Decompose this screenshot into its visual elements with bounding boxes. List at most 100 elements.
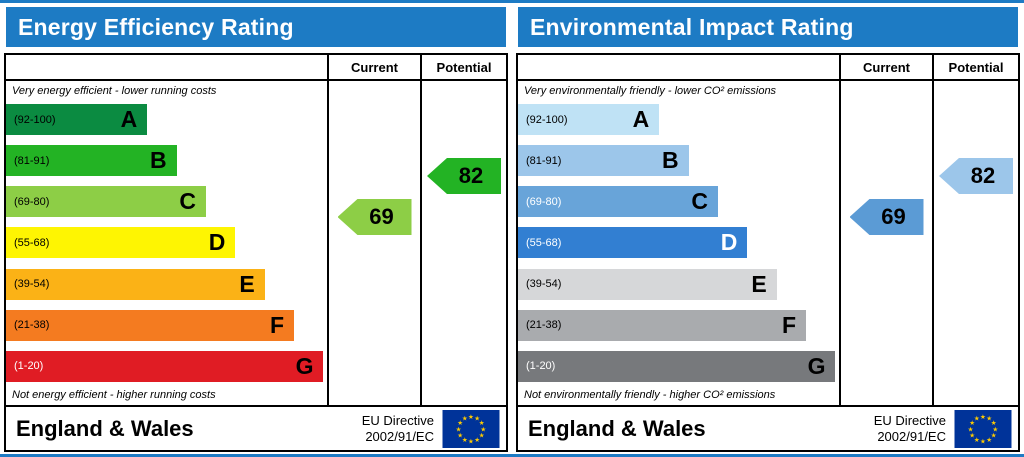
potential-rating-arrow: 82 xyxy=(939,158,1013,194)
svg-text:★: ★ xyxy=(991,431,997,439)
top-border-strip xyxy=(0,0,1024,3)
svg-text:★: ★ xyxy=(462,414,468,422)
band-letter: B xyxy=(661,147,679,174)
current-rating-arrow: 69 xyxy=(337,199,412,235)
svg-text:★: ★ xyxy=(480,425,486,433)
svg-text:★: ★ xyxy=(968,425,974,433)
band-range-label: (81-91) xyxy=(526,154,562,167)
band-range-label: (55-68) xyxy=(14,236,50,249)
svg-text:★: ★ xyxy=(456,425,462,433)
panel-title-bar: Energy Efficiency Rating xyxy=(6,7,506,47)
region-label: England & Wales xyxy=(16,415,194,441)
bands-area: Very environmentally friendly - lower CO… xyxy=(518,81,839,405)
band-row-d: (55-68) D xyxy=(6,227,236,259)
chart-body: Very environmentally friendly - lower CO… xyxy=(518,81,1018,405)
svg-text:★: ★ xyxy=(980,413,986,421)
eu-flag-icon: ★ ★★ ★★★ ★★★ ★★★ xyxy=(954,409,1012,448)
potential-column: 82 xyxy=(932,81,1018,405)
current-rating-arrow: 69 xyxy=(849,199,924,235)
eu-directive-label: EU Directive 2002/91/EC xyxy=(874,413,946,444)
band-letter: E xyxy=(239,270,255,297)
top-note: Very environmentally friendly - lower CO… xyxy=(524,85,777,97)
svg-text:★: ★ xyxy=(462,436,468,444)
top-note: Very energy efficient - lower running co… xyxy=(12,85,217,97)
bottom-border-strip xyxy=(0,454,1024,457)
band-range-label: (1-20) xyxy=(14,360,44,373)
current-column: 69 xyxy=(839,81,932,405)
band-letter: C xyxy=(691,188,708,215)
band-row-e: (39-54) E xyxy=(6,268,265,300)
rating-table: Current Potential Very environmentally f… xyxy=(516,53,1020,452)
potential-column-header: Potential xyxy=(932,55,1018,79)
current-column-header: Current xyxy=(839,55,932,79)
band-range-label: (69-80) xyxy=(14,195,50,208)
potential-rating-arrow: 82 xyxy=(427,158,501,194)
band-row-g: (1-20) G xyxy=(6,350,324,382)
band-letter: G xyxy=(807,352,826,379)
svg-text:★: ★ xyxy=(991,419,997,427)
footer: England & Wales EU Directive 2002/91/EC … xyxy=(518,405,1018,450)
band-row-a: (92-100) A xyxy=(518,104,660,136)
svg-text:★: ★ xyxy=(457,419,463,427)
band-row-b: (81-91) B xyxy=(6,145,177,177)
current-column-header: Current xyxy=(327,55,420,79)
band-row-c: (69-80) C xyxy=(6,186,206,218)
eu-directive-line1: EU Directive xyxy=(873,412,946,428)
region-label: England & Wales xyxy=(528,415,706,441)
panel-title: Environmental Impact Rating xyxy=(530,13,854,40)
band-letter: D xyxy=(720,229,738,256)
svg-text:★: ★ xyxy=(980,437,986,445)
potential-column: 82 xyxy=(420,81,506,405)
eu-flag-icon: ★ ★★ ★★★ ★★★ ★★★ xyxy=(442,409,500,448)
panel-title: Energy Efficiency Rating xyxy=(18,13,294,40)
band-range-label: (81-91) xyxy=(14,154,50,167)
band-row-f: (21-38) F xyxy=(6,309,295,341)
band-range-label: (1-20) xyxy=(526,360,556,373)
svg-text:★: ★ xyxy=(468,437,474,445)
band-range-label: (39-54) xyxy=(14,278,50,291)
eu-directive-line2: 2002/91/EC xyxy=(877,428,946,444)
svg-text:★: ★ xyxy=(479,419,485,427)
band-range-label: (92-100) xyxy=(14,113,56,126)
eu-directive-line2: 2002/91/EC xyxy=(365,428,434,444)
band-row-a: (92-100) A xyxy=(6,104,148,136)
band-letter: A xyxy=(120,106,138,133)
svg-text:★: ★ xyxy=(992,425,998,433)
rating-bands: (92-100) A (81-91) B (69-80) C (55-68) D (39-54)… xyxy=(6,99,327,387)
svg-text:★: ★ xyxy=(969,419,975,427)
band-letter: B xyxy=(149,147,167,174)
band-row-d: (55-68) D xyxy=(518,227,748,259)
rating-panels: Energy Efficiency Rating Current Potenti… xyxy=(0,3,1024,454)
bottom-note: Not energy efficient - higher running co… xyxy=(12,389,216,401)
energy-efficiency-panel: Energy Efficiency Rating Current Potenti… xyxy=(0,3,512,454)
eu-directive-label: EU Directive 2002/91/EC xyxy=(362,413,434,444)
band-letter: E xyxy=(751,270,767,297)
svg-text:★: ★ xyxy=(986,436,992,444)
footer: England & Wales EU Directive 2002/91/EC … xyxy=(6,405,506,450)
band-letter: C xyxy=(179,188,196,215)
svg-text:★: ★ xyxy=(474,414,480,422)
band-range-label: (69-80) xyxy=(526,195,562,208)
svg-text:★: ★ xyxy=(468,413,474,421)
band-letter: G xyxy=(295,352,314,379)
band-range-label: (21-38) xyxy=(526,319,562,332)
rating-table: Current Potential Very energy efficient … xyxy=(4,53,508,452)
svg-text:★: ★ xyxy=(969,431,975,439)
band-range-label: (39-54) xyxy=(526,278,562,291)
bottom-note: Not environmentally friendly - higher CO… xyxy=(524,389,776,401)
panel-title-bar: Environmental Impact Rating xyxy=(518,7,1018,47)
band-range-label: (92-100) xyxy=(526,113,568,126)
environmental-impact-panel: Environmental Impact Rating Current Pote… xyxy=(512,3,1024,454)
band-row-b: (81-91) B xyxy=(518,145,689,177)
band-letter: F xyxy=(270,311,285,338)
rating-bands: (92-100) A (81-91) B (69-80) C (55-68) D (39-54)… xyxy=(518,99,839,387)
band-row-g: (1-20) G xyxy=(518,350,836,382)
svg-text:★: ★ xyxy=(974,414,980,422)
band-row-c: (69-80) C xyxy=(518,186,718,218)
column-headers: Current Potential xyxy=(518,55,1018,81)
chart-body: Very energy efficient - lower running co… xyxy=(6,81,506,405)
svg-text:★: ★ xyxy=(457,431,463,439)
eu-directive-line1: EU Directive xyxy=(361,412,434,428)
svg-text:★: ★ xyxy=(974,436,980,444)
band-letter: A xyxy=(632,106,650,133)
